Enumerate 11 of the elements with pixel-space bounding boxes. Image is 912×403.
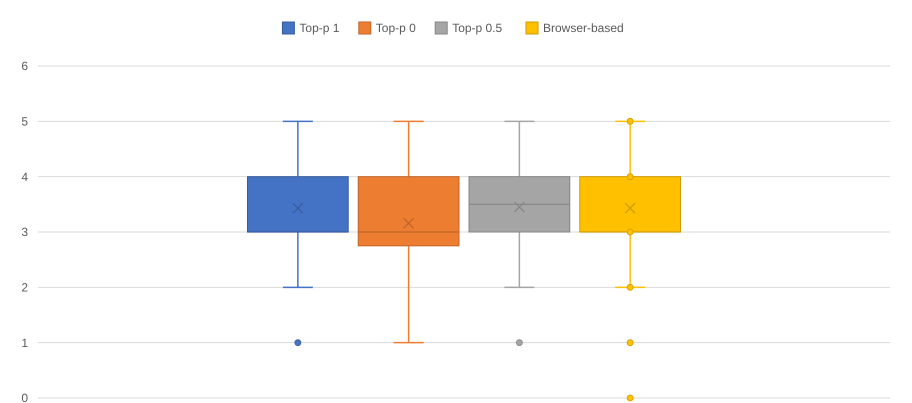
- y-tick-label: 5: [21, 114, 28, 129]
- legend-label: Top-p 1: [299, 21, 340, 36]
- y-tick-label: 1: [21, 336, 28, 350]
- legend-label: Top-p 0.5: [452, 21, 503, 36]
- legend-label: Top-p 0: [376, 21, 416, 36]
- y-tick-label: 0: [21, 391, 28, 403]
- legend-label: Browser-based: [543, 21, 624, 36]
- y-tick-label: 6: [21, 59, 28, 74]
- y-tick-label: 2: [21, 280, 28, 295]
- y-tick-label: 3: [21, 225, 28, 240]
- y-tick-label: 4: [21, 170, 28, 184]
